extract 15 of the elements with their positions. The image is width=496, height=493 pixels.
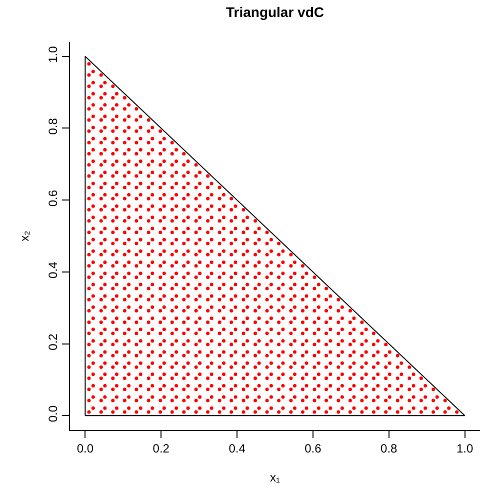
y-tick-label: 0.6 bbox=[46, 190, 60, 207]
x-tick-label: 0.8 bbox=[380, 441, 398, 456]
x-tick-label: 1.0 bbox=[456, 441, 474, 456]
chart-title: Triangular vdC bbox=[226, 4, 324, 20]
x-tick-label: 0.6 bbox=[304, 441, 322, 456]
y-tick-label: 0.8 bbox=[46, 118, 60, 135]
y-axis-title: x₂ bbox=[18, 230, 32, 242]
y-tick-label: 0.2 bbox=[46, 333, 60, 350]
y-tick-label: 0.4 bbox=[46, 261, 60, 278]
x-tick-label: 0.2 bbox=[152, 441, 170, 456]
x-axis-title: x₁ bbox=[270, 470, 280, 484]
y-tick-label: 0.0 bbox=[46, 405, 60, 422]
x-tick-label: 0.4 bbox=[228, 441, 246, 456]
y-tick-label: 1.0 bbox=[46, 46, 60, 63]
x-tick-label: 0.0 bbox=[76, 441, 94, 456]
